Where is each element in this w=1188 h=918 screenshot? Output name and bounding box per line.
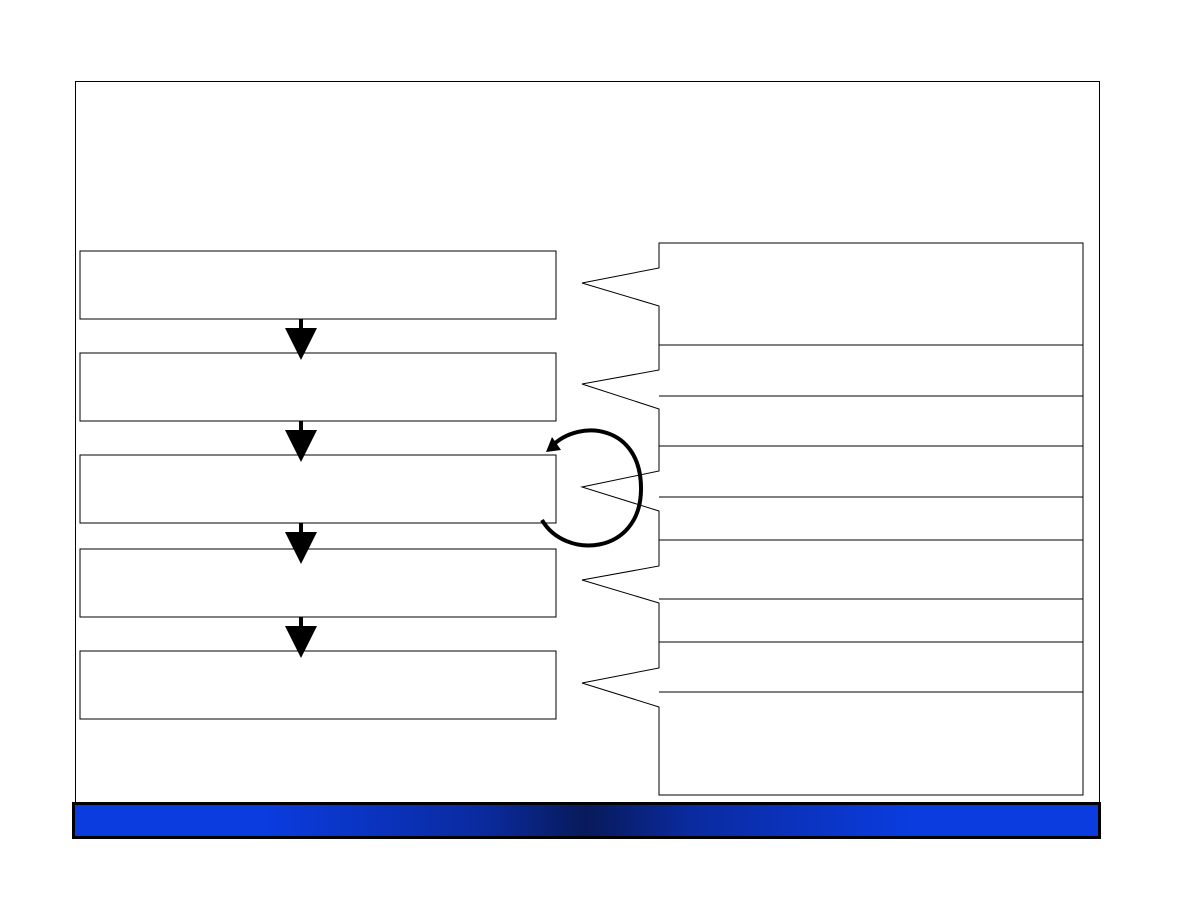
step-box-2	[79, 352, 557, 422]
step-box-4	[79, 548, 557, 618]
callout-5-shape	[581, 641, 1084, 796]
step-box-3	[79, 454, 557, 524]
callout-4-shape	[581, 539, 1084, 643]
footer-bar	[72, 802, 1101, 839]
step-box-1	[79, 250, 557, 320]
feedback-loop-arrowhead	[546, 437, 561, 452]
step-box-5	[79, 650, 557, 720]
feedback-loop-arrow	[540, 428, 644, 548]
callout-3-shape	[580, 445, 1084, 541]
callout-1-shape	[581, 242, 1084, 346]
